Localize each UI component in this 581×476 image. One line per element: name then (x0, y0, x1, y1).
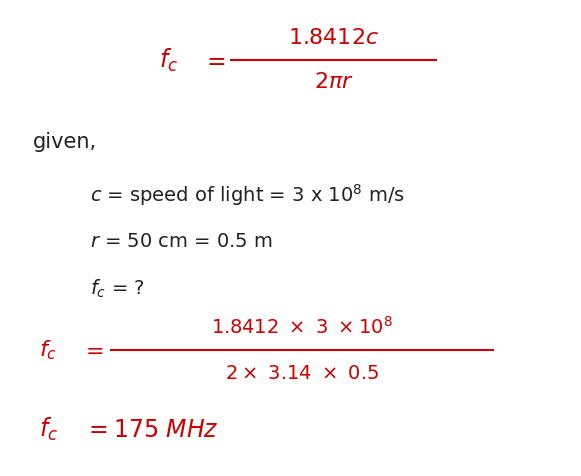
Text: $f_c$: $f_c$ (159, 47, 178, 74)
Text: $f_c$ = ?: $f_c$ = ? (90, 278, 145, 300)
Text: given,: given, (33, 132, 97, 152)
Text: $1.8412c$: $1.8412c$ (288, 28, 379, 48)
Text: $r$ = 50 cm = 0.5 m: $r$ = 50 cm = 0.5 m (90, 232, 272, 251)
Text: $=$: $=$ (202, 48, 225, 72)
Text: $1.8412\ \times\ 3\ \times 10^{8}$: $1.8412\ \times\ 3\ \times 10^{8}$ (211, 316, 393, 338)
Text: $c$ = speed of light = 3 x 10$^{8}$ m/s: $c$ = speed of light = 3 x 10$^{8}$ m/s (90, 182, 405, 208)
Text: $2\pi r$: $2\pi r$ (314, 72, 353, 92)
Text: $= 175\ \mathit{MHz}$: $= 175\ \mathit{MHz}$ (84, 418, 219, 442)
Text: $=$: $=$ (81, 340, 104, 360)
Text: $f_c$: $f_c$ (38, 338, 57, 362)
Text: $f_c$: $f_c$ (38, 416, 58, 443)
Text: $2\times\ 3.14\ \times\ 0.5$: $2\times\ 3.14\ \times\ 0.5$ (225, 364, 379, 383)
